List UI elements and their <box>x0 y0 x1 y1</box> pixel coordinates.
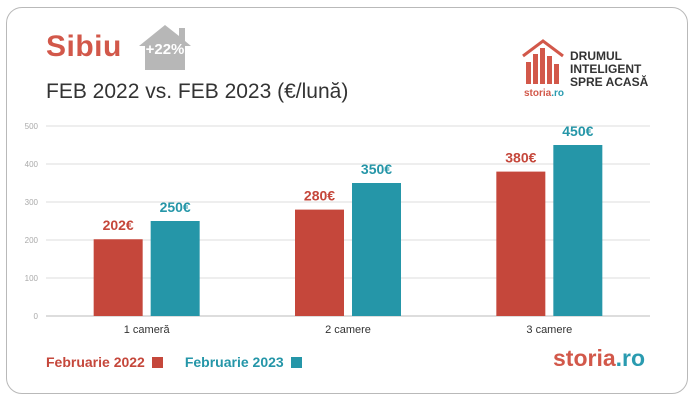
legend-swatch <box>151 356 163 368</box>
data-label: 202€ <box>103 217 134 233</box>
brand-tagline-line: INTELIGENT <box>570 62 642 76</box>
y-tick-label: 200 <box>25 236 39 245</box>
brand-tagline-line: DRUMUL <box>570 49 622 63</box>
data-label: 450€ <box>562 123 593 139</box>
legend-label: Februarie 2023 <box>184 354 284 370</box>
change-badge: +22% <box>145 41 185 58</box>
city-title: Sibiu <box>46 30 122 63</box>
legend-swatch <box>290 356 302 368</box>
footer-logo-main: storia <box>553 345 616 371</box>
footer-brand-logo: storia.ro <box>553 345 645 372</box>
brand-small-logo: storia.ro <box>524 88 564 99</box>
data-label: 250€ <box>160 199 191 215</box>
y-tick-label: 500 <box>25 122 39 131</box>
x-tick-label: 2 camere <box>325 324 371 336</box>
y-tick-label: 300 <box>25 198 39 207</box>
legend-item-2022: Februarie 2022 <box>46 354 163 370</box>
brand-small-logo-main: storia <box>524 88 552 99</box>
chart-subtitle: FEB 2022 vs. FEB 2023 (€/lună) <box>46 80 349 103</box>
x-tick-label: 3 camere <box>526 324 572 336</box>
y-tick-label: 400 <box>25 160 39 169</box>
house-icon <box>139 25 191 70</box>
brand-tagline: DRUMUL INTELIGENT SPRE ACASĂ <box>570 50 648 89</box>
legend-label: Februarie 2022 <box>46 354 145 370</box>
footer-logo-tld: .ro <box>615 345 646 371</box>
data-label: 380€ <box>505 150 536 166</box>
brand-tagline-line: SPRE ACASĂ <box>570 75 649 89</box>
bar <box>352 183 401 316</box>
legend-item-2023: Februarie 2023 <box>185 354 302 370</box>
x-tick-label: 1 cameră <box>124 324 171 336</box>
chart-legend: Februarie 2022 Februarie 2023 <box>46 354 324 370</box>
y-tick-label: 100 <box>25 274 39 283</box>
y-tick-label: 0 <box>34 312 39 321</box>
bar <box>295 209 344 316</box>
brand-house-logo <box>522 39 564 84</box>
bar <box>93 239 143 316</box>
bar <box>496 171 546 316</box>
brand-small-logo-tld: .ro <box>551 88 565 99</box>
bar <box>150 221 200 316</box>
data-label: 350€ <box>361 161 392 177</box>
bar <box>553 145 603 316</box>
data-label: 280€ <box>304 188 335 204</box>
